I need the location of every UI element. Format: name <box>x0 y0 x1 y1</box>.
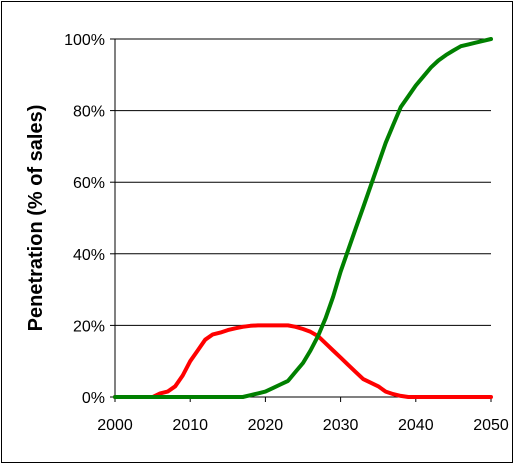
x-tick-labels: 2000 2010 2020 2030 2040 2050 <box>97 417 509 434</box>
gridlines <box>115 38 491 326</box>
axes <box>110 38 492 402</box>
y-tick-label: 60% <box>73 175 105 192</box>
y-tick-label: 40% <box>73 247 105 264</box>
x-tick-label: 2050 <box>473 417 509 434</box>
series-lines <box>113 37 493 399</box>
y-axis-label: Penetration (% of sales) <box>25 105 47 332</box>
x-tick-label: 2000 <box>97 417 133 434</box>
series-line-red <box>113 323 493 399</box>
y-tick-label: 80% <box>73 104 105 121</box>
x-tick-label: 2010 <box>172 417 208 434</box>
x-tick-label: 2020 <box>248 417 284 434</box>
series-line-green <box>113 37 493 399</box>
y-tick-labels: 0% 20% 40% 60% 80% 100% <box>64 32 105 407</box>
y-tick-label: 100% <box>64 32 105 49</box>
x-tick-label: 2040 <box>398 417 434 434</box>
y-tick-label: 20% <box>73 318 105 335</box>
y-tick-label: 0% <box>82 390 105 407</box>
x-tick-label: 2030 <box>323 417 359 434</box>
